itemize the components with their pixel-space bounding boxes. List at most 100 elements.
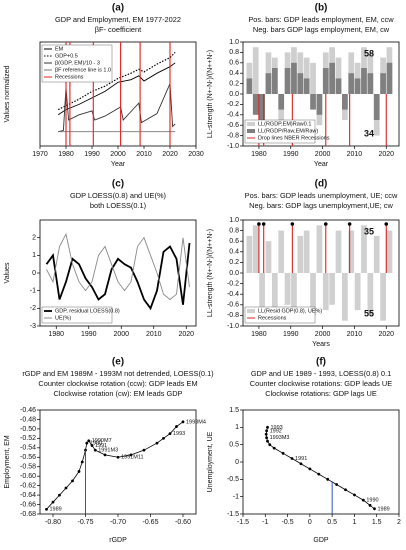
bar — [329, 62, 336, 94]
y-tick-label: 2 — [32, 235, 36, 242]
panel-title: GDP and Employment, EM 1977-2022 — [55, 15, 181, 24]
bar — [322, 273, 329, 311]
point — [344, 488, 347, 492]
point — [64, 486, 68, 490]
x-tick-label: 2030 — [188, 151, 204, 158]
bar — [259, 273, 265, 316]
point — [45, 507, 48, 511]
bar — [367, 273, 374, 316]
y-tick-label: 0.8 — [229, 227, 239, 234]
x-tick-label: 1990 — [283, 151, 299, 158]
y-tick-label: 0.0 — [229, 270, 239, 277]
bar — [354, 273, 361, 311]
panel-title: Pos. bars: GDP leads employment, EM, ccw — [248, 15, 394, 24]
point — [281, 451, 285, 455]
bar — [354, 78, 361, 94]
x-tick-label: 1980 — [251, 331, 267, 338]
point-label: 1993 — [271, 425, 283, 431]
y-axis-label: Values normalized — [4, 65, 11, 122]
panel-title: rGDP and EM 1989M - 1993M not detrended,… — [22, 369, 213, 378]
x-tick-label: 2010 — [136, 151, 152, 158]
panel-title: both LOESS(0.1) — [90, 201, 146, 210]
y-tick-label: -1 — [30, 288, 36, 295]
y-tick-label: -0.64 — [20, 492, 36, 499]
y-tick-label: 0 — [32, 270, 36, 277]
x-tick-label: -0.80 — [45, 519, 61, 526]
point — [299, 462, 303, 466]
y-tick-label: -0.6 — [227, 302, 239, 309]
panel-label: (e) — [112, 357, 124, 368]
x-tick-label: 1970 — [32, 151, 48, 158]
y-tick-label: -1.0 — [227, 323, 239, 330]
panel-title: Clockwise rotations: GDP lags UE — [265, 389, 377, 398]
recession-dot — [261, 222, 266, 226]
y-tick-label: 0.6 — [229, 60, 239, 67]
y-axis-label: Values — [4, 262, 11, 283]
point-label: 1990 — [366, 498, 378, 504]
legend-label: βF reference line is 1.0 — [55, 67, 111, 73]
x-tick-label: 2000 — [315, 151, 331, 158]
x-tick-label: 1980 — [58, 151, 74, 158]
point — [181, 420, 185, 424]
y-tick-label: 1 — [32, 252, 36, 259]
panel-title: Neg. bars GDP lags employment, EM, cw — [253, 25, 390, 34]
y-tick-label: 0.2 — [229, 80, 239, 87]
legend-box — [41, 306, 113, 324]
legend-label: β(GDP, EM)/10 - 3 — [55, 60, 100, 66]
bar — [252, 94, 259, 115]
y-axis-label: LL-strength (N+-N-)/(N++N-) — [207, 229, 214, 317]
bar — [310, 273, 316, 316]
legend-swatch — [247, 129, 255, 133]
y-tick-label: -0.62 — [20, 482, 36, 489]
x-tick-label: 2000 — [110, 151, 126, 158]
bar — [265, 241, 272, 273]
x-tick-label: 1990 — [81, 331, 97, 338]
legend-label: EM — [55, 46, 64, 52]
bar — [310, 62, 316, 94]
x-tick-label: -0.60 — [175, 519, 191, 526]
y-tick-label: -3 — [30, 323, 36, 330]
y-tick-label: -0.4 — [227, 291, 239, 298]
point — [116, 455, 120, 459]
line — [57, 62, 176, 116]
panel-label: (b) — [315, 3, 328, 14]
point-label: 1989 — [50, 507, 62, 513]
point — [142, 448, 146, 452]
x-axis-label: Year — [314, 161, 329, 168]
bar — [284, 68, 291, 94]
bar — [259, 94, 265, 126]
panel: (f)GDP and UE 1989 - 1993, LOESS(0.8) 0.… — [207, 357, 401, 544]
y-tick-label: 1.5 — [229, 407, 239, 414]
point — [361, 498, 365, 502]
point — [268, 443, 272, 447]
panel-title: GDP and UE 1989 - 1993, LOESS(0.8) 0.1 — [251, 369, 391, 378]
point — [266, 425, 269, 429]
legend-label: LL(Resid GDP(0.8), UE%) — [258, 308, 322, 314]
x-tick-label: 1980 — [251, 151, 267, 158]
panel-title: Pos. bars: GDP leads unemployment, UE; c… — [245, 191, 398, 200]
panel: (e)rGDP and EM 1989M - 1993M not detrend… — [4, 357, 214, 544]
x-axis-label: GDP — [313, 537, 329, 544]
y-tick-label: -1 — [233, 494, 239, 501]
line — [58, 83, 176, 133]
y-tick-label: 0.0 — [229, 91, 239, 98]
x-tick-label: 1980 — [48, 331, 64, 338]
point — [290, 457, 294, 460]
bar — [380, 73, 386, 94]
point — [103, 453, 107, 457]
bar — [367, 73, 374, 94]
bar — [348, 73, 355, 94]
plot-frame — [39, 409, 197, 515]
legend-box — [41, 44, 113, 83]
bar — [386, 62, 393, 94]
bar — [284, 273, 291, 305]
point — [353, 493, 356, 497]
y-tick-label: -0.50 — [20, 426, 36, 433]
point-label: 1992 — [270, 428, 282, 434]
panel-title: βF- coefficient — [95, 25, 141, 34]
legend-label: Recessions — [258, 315, 287, 321]
point — [265, 436, 269, 440]
y-tick-label: 0.2 — [229, 259, 239, 266]
recession-dot — [323, 222, 328, 226]
